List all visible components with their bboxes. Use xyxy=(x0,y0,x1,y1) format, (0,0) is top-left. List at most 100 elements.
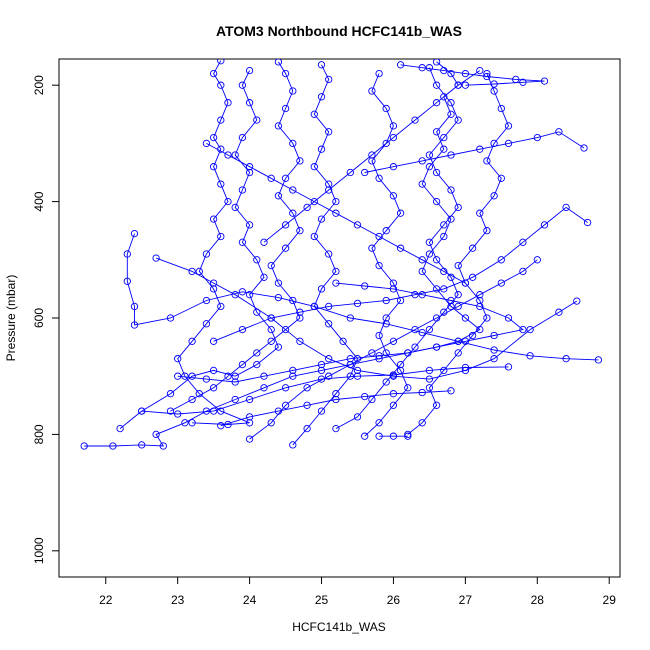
data-point xyxy=(267,337,275,345)
data-point xyxy=(375,261,383,270)
data-point xyxy=(339,337,347,345)
plot-frame xyxy=(58,58,621,578)
data-point xyxy=(138,407,146,415)
data-point xyxy=(483,157,491,165)
data-point xyxy=(231,378,239,386)
data-point xyxy=(138,441,146,449)
data-point xyxy=(432,343,441,351)
data-point xyxy=(209,279,218,287)
data-point xyxy=(181,372,189,380)
data-point xyxy=(217,232,225,241)
data-point xyxy=(231,151,239,159)
data-point xyxy=(526,325,534,334)
data-point xyxy=(382,227,390,235)
data-point xyxy=(209,69,218,78)
data-point xyxy=(224,99,232,107)
data-point xyxy=(267,261,275,270)
data-point xyxy=(519,325,527,334)
data-point xyxy=(490,346,498,354)
data-point xyxy=(325,372,333,380)
data-point xyxy=(389,279,398,287)
data-point xyxy=(418,291,426,299)
series-line-6 xyxy=(177,60,250,425)
data-point xyxy=(281,244,290,252)
data-point xyxy=(573,297,581,305)
data-point xyxy=(296,314,304,322)
data-point xyxy=(188,337,196,345)
data-point xyxy=(325,75,333,84)
data-point xyxy=(209,366,218,375)
data-point xyxy=(217,81,225,89)
x-tick-label: 27 xyxy=(459,593,473,607)
data-point xyxy=(396,296,405,305)
y-tick-label: 200 xyxy=(32,75,46,95)
data-point xyxy=(267,174,275,182)
data-point xyxy=(296,227,304,235)
data-point xyxy=(245,99,254,107)
data-point xyxy=(483,72,491,81)
data-point xyxy=(476,302,484,311)
data-point xyxy=(519,267,527,276)
data-point xyxy=(317,145,326,153)
data-point xyxy=(476,145,484,153)
data-point xyxy=(425,151,434,159)
data-point xyxy=(389,133,398,142)
data-point xyxy=(375,69,383,78)
y-tick-label: 400 xyxy=(32,191,46,211)
data-point xyxy=(188,372,196,380)
data-point xyxy=(181,419,189,427)
data-point xyxy=(238,186,247,194)
data-point xyxy=(418,180,426,188)
data-point xyxy=(440,93,448,101)
data-point xyxy=(238,360,247,369)
data-point xyxy=(490,331,498,340)
data-point xyxy=(317,61,326,69)
data-point xyxy=(310,197,318,206)
data-point xyxy=(224,372,232,380)
data-point xyxy=(454,261,462,270)
data-point xyxy=(260,238,268,246)
data-point xyxy=(289,366,297,375)
series-line-19 xyxy=(263,70,481,243)
data-point xyxy=(274,407,283,415)
data-point xyxy=(389,401,398,409)
data-point xyxy=(325,180,333,188)
data-point xyxy=(281,384,290,392)
data-point xyxy=(526,352,534,360)
data-point xyxy=(303,424,311,433)
data-point xyxy=(253,116,261,124)
data-point xyxy=(432,81,441,89)
series-line-1 xyxy=(84,61,481,447)
series-line-9 xyxy=(407,73,510,435)
data-point xyxy=(468,273,477,281)
data-point xyxy=(202,407,211,415)
y-tick-label: 600 xyxy=(32,308,46,328)
series-points xyxy=(80,59,603,450)
data-point xyxy=(317,407,326,415)
data-point xyxy=(375,232,383,241)
data-point xyxy=(245,435,254,443)
x-tick-label: 25 xyxy=(315,593,329,607)
data-point xyxy=(461,363,470,372)
data-point xyxy=(461,337,470,345)
data-point xyxy=(382,296,390,305)
data-point xyxy=(281,221,290,229)
data-point xyxy=(202,250,211,258)
data-point xyxy=(447,110,455,118)
data-point xyxy=(504,314,513,322)
data-point xyxy=(375,174,383,182)
data-point xyxy=(332,424,340,433)
data-point xyxy=(533,256,541,264)
data-point xyxy=(483,227,491,235)
data-point xyxy=(447,273,455,281)
data-point xyxy=(332,279,340,287)
data-point xyxy=(490,87,498,95)
data-point xyxy=(281,104,290,113)
data-point xyxy=(476,291,484,299)
data-point xyxy=(188,395,196,404)
data-point xyxy=(217,116,225,124)
data-point xyxy=(209,285,218,293)
data-point xyxy=(389,390,398,398)
data-point xyxy=(468,244,477,252)
x-tick-label: 29 xyxy=(603,593,617,607)
